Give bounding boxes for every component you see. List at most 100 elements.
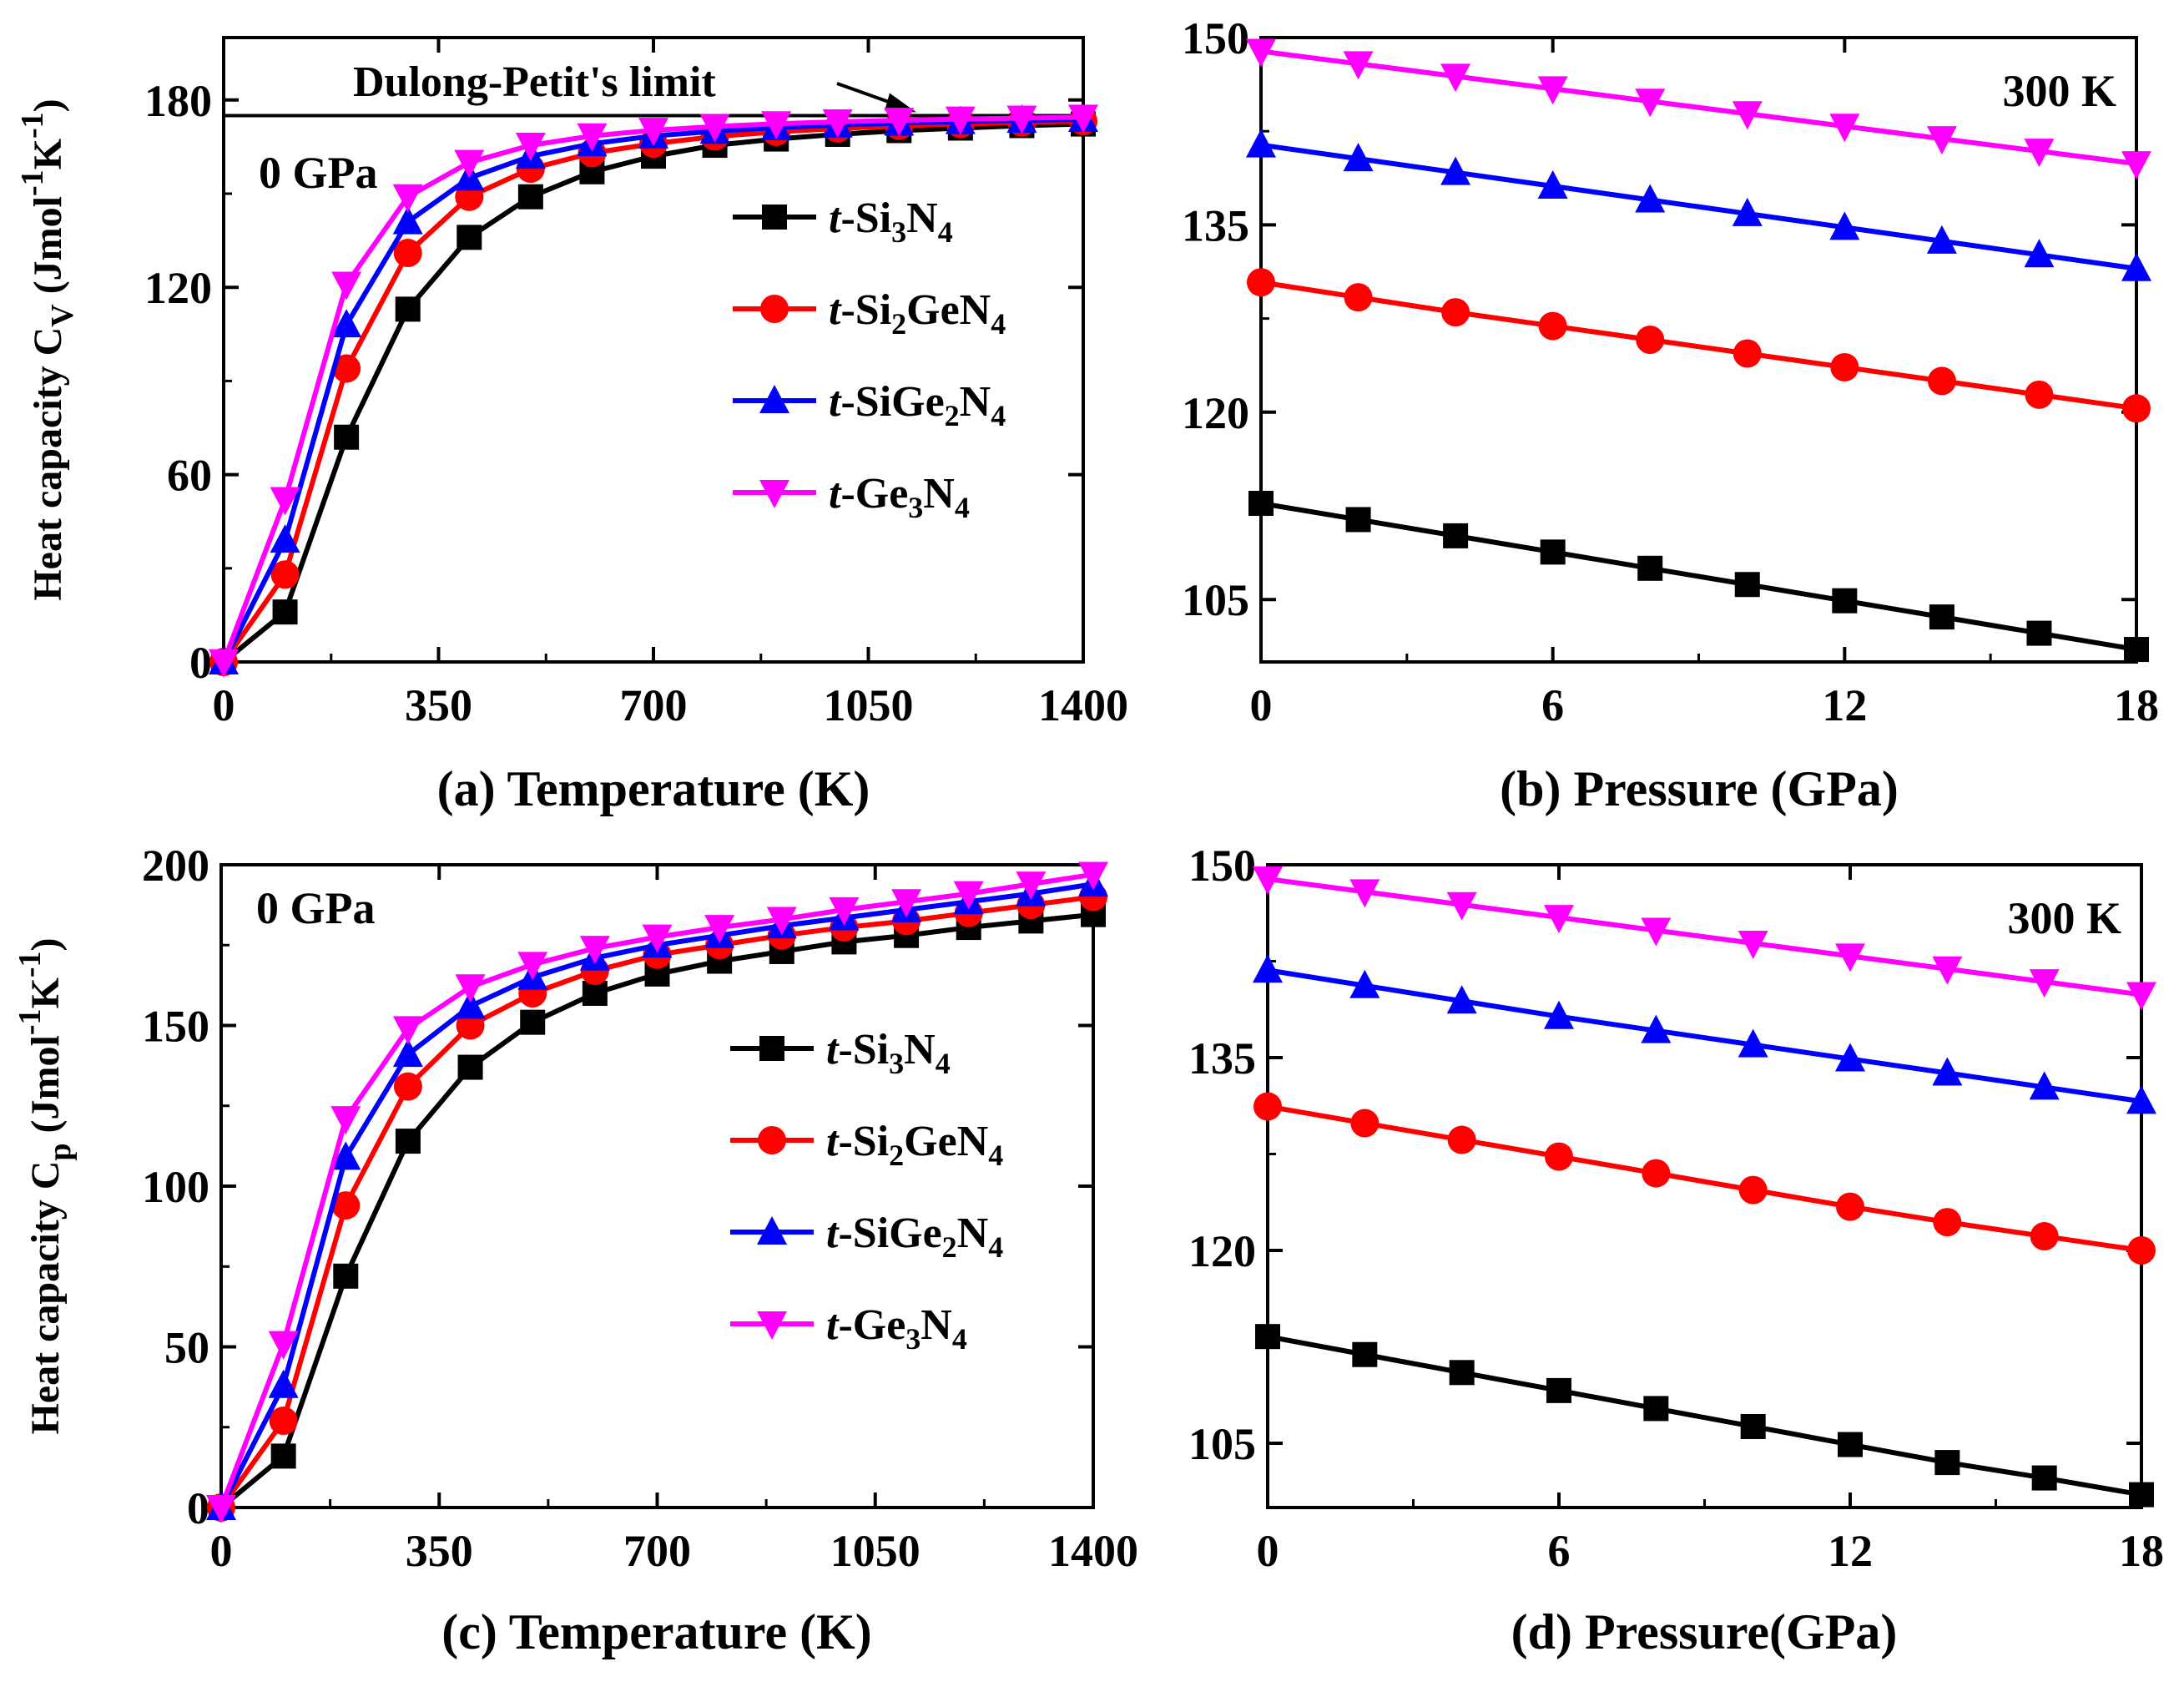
data-point-Ge3N4 [1932, 956, 1963, 985]
data-point-Si3N4 [1734, 572, 1760, 598]
legend-marker-Si3N4 [762, 205, 787, 230]
data-point-SiGe2N4 [1738, 1028, 1768, 1058]
y-tick-label: 0 [187, 1483, 209, 1533]
data-point-Ge3N4 [884, 108, 915, 137]
data-point-Si3N4 [457, 1054, 483, 1080]
x-tick-label: 1400 [1048, 1526, 1138, 1576]
dulong-petit-annotation: Dulong-Petit's limit [353, 58, 716, 106]
data-point-Ge3N4 [1537, 76, 1568, 105]
data-point-Ge3N4 [392, 184, 423, 213]
x-tick-label: 0 [1257, 1526, 1279, 1576]
data-point-Si3N4 [1838, 1432, 1863, 1457]
data-point-Ge3N4 [1544, 905, 1574, 934]
series-line-Si3N4 [1267, 1334, 2142, 1498]
legend-marker-Si3N4 [759, 1036, 784, 1061]
data-point-Si3N4 [1929, 604, 1955, 630]
y-tick-label: 135 [1188, 1033, 1256, 1083]
data-point-Si2GeN4 [1344, 283, 1373, 312]
data-point-Si3N4 [272, 599, 298, 625]
data-point-SiGe2N4 [330, 1141, 361, 1170]
series-line-Ge3N4 [1267, 876, 2142, 998]
legend-marker-Ge3N4 [757, 1311, 787, 1340]
data-point-Ge3N4 [454, 149, 485, 179]
data-point-Si2GeN4 [1545, 1142, 1573, 1171]
data-point-Ge3N4 [1246, 38, 1276, 68]
data-point-Si3N4 [2129, 1482, 2154, 1508]
data-point-Si3N4 [1637, 555, 1663, 581]
data-point-Si2GeN4 [2025, 380, 2054, 409]
condition-label: 300 K [2002, 66, 2116, 116]
data-point-Ge3N4 [270, 487, 300, 516]
data-point-Ge3N4 [1253, 866, 1283, 895]
data-point-Si2GeN4 [1642, 1159, 1671, 1188]
data-point-SiGe2N4 [2121, 252, 2151, 281]
y-tick-label: 150 [142, 1002, 209, 1052]
data-point-Ge3N4 [1641, 917, 1672, 947]
data-point-Ge3N4 [1078, 861, 1108, 891]
plot-frame [1259, 36, 2138, 664]
data-point-Si2GeN4 [393, 239, 422, 268]
data-point-Si2GeN4 [1738, 1175, 1768, 1205]
data-point-Si2GeN4 [331, 1191, 361, 1220]
data-point-Ge3N4 [761, 111, 792, 140]
y-tick-label: 120 [1182, 388, 1249, 438]
data-point-Ge3N4 [953, 881, 984, 910]
series-line-SiGe2N4 [221, 116, 1084, 664]
annotation-arrow-head [885, 93, 916, 113]
data-point-SiGe2N4 [1253, 954, 1283, 983]
data-point-Si3N4 [520, 1009, 546, 1035]
data-point-SiGe2N4 [1641, 1014, 1672, 1043]
data-point-Ge3N4 [891, 889, 922, 918]
data-point-SiGe2N4 [455, 990, 486, 1019]
legend-marker-Ge3N4 [759, 480, 789, 508]
condition-label: 0 GPa [259, 148, 378, 198]
x-tick-label: 0 [210, 1526, 233, 1576]
x-tick-label: 1050 [830, 1526, 921, 1576]
data-point-Ge3N4 [577, 123, 608, 152]
data-point-Ge3N4 [2121, 151, 2151, 180]
data-point-Ge3N4 [268, 1331, 299, 1360]
panel-d: 0 6 12 18 105 120 135 150 (d) Pressure(GPa) 300 K [1188, 841, 2164, 1659]
y-tick-label: 135 [1182, 200, 1249, 250]
data-point-Ge3N4 [2126, 982, 2156, 1011]
x-tick-label: 0 [213, 680, 235, 730]
data-point-Si2GeN4 [2030, 1222, 2059, 1251]
legend-label-Ge3N4: t-Ge3N4 [826, 1301, 967, 1356]
data-point-SiGe2N4 [1446, 985, 1477, 1014]
data-point-Ge3N4 [638, 118, 668, 147]
data-point-SiGe2N4 [1343, 143, 1374, 172]
data-point-Si2GeN4 [1447, 1125, 1476, 1154]
panel-b: 0 6 12 18 105 120 135 150 (b) Pressure (GPa) 300 … [1182, 13, 2159, 816]
data-point-Ge3N4 [392, 1016, 423, 1045]
data-point-Si3N4 [1443, 523, 1469, 548]
data-point-Ge3N4 [1835, 943, 1865, 972]
data-point-Ge3N4 [945, 106, 976, 135]
y-axis-label: Heat capacity Cp (Jmol-1K-1) [13, 937, 78, 1434]
series-line-Si3N4 [222, 121, 1084, 664]
data-point-Ge3N4 [704, 915, 735, 944]
series-line-Si3N4 [1260, 501, 2137, 652]
data-point-Si2GeN4 [2122, 394, 2151, 423]
data-point-Si3N4 [1248, 491, 1274, 517]
data-point-Si2GeN4 [1247, 268, 1275, 297]
x-tick-label: 350 [405, 680, 472, 730]
data-point-Ge3N4 [515, 133, 546, 162]
series-line-SiGe2N4 [1260, 142, 2137, 271]
data-point-SiGe2N4 [1932, 1057, 1963, 1086]
data-point-Ge3N4 [1349, 879, 1380, 908]
series-line-Si2GeN4 [1260, 280, 2137, 412]
data-point-Ge3N4 [829, 897, 860, 926]
x-tick-label: 700 [620, 680, 688, 730]
y-tick-label: 150 [1182, 13, 1249, 63]
data-point-Si2GeN4 [1441, 298, 1470, 327]
data-point-Si2GeN4 [1350, 1109, 1380, 1138]
data-point-Si3N4 [456, 225, 482, 250]
data-point-Ge3N4 [209, 649, 239, 678]
x-tick-label: 6 [1541, 680, 1564, 730]
data-point-Ge3N4 [330, 1106, 361, 1135]
data-point-Si3N4 [333, 1263, 359, 1289]
condition-label: 300 K [2007, 893, 2121, 943]
y-tick-label: 200 [142, 841, 209, 891]
x-tick-label: 12 [1822, 680, 1867, 730]
data-point-Ge3N4 [2029, 969, 2060, 998]
